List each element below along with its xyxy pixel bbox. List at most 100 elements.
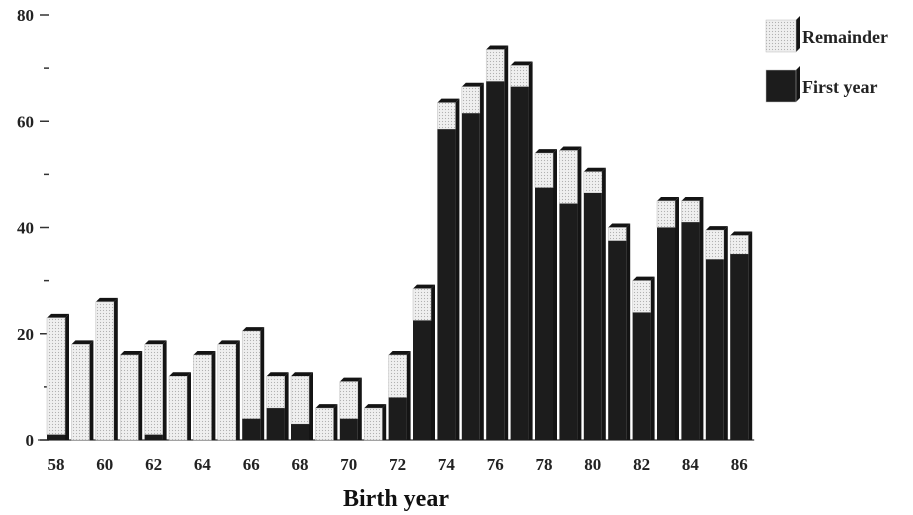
- bar-top-72: [388, 351, 411, 355]
- bar-top-79: [559, 146, 582, 151]
- bar-top-83: [657, 196, 679, 201]
- bar-top-76: [486, 45, 509, 50]
- bar-first-year-81: [608, 240, 627, 440]
- bar-top-65: [217, 340, 240, 345]
- bar-top-68: [291, 372, 313, 377]
- bar-remainder-71: [363, 407, 383, 441]
- bar-remainder-77: [510, 65, 529, 87]
- bar-remainder-85: [705, 229, 725, 260]
- bar-top-85: [705, 226, 728, 231]
- bar-70: [339, 377, 362, 440]
- bar-remainder-75: [461, 86, 481, 114]
- bar-74: [437, 98, 460, 440]
- bar-67: [266, 372, 289, 440]
- bar-63: [168, 372, 191, 441]
- bar-remainder-60: [95, 301, 115, 441]
- bar-side-79: [577, 146, 582, 440]
- bar-remainder-64: [193, 354, 212, 441]
- x-tick-label-64: 64: [194, 455, 212, 474]
- bar-top-60: [95, 297, 118, 302]
- bar-top-59: [71, 340, 94, 345]
- bar-side-68: [309, 372, 313, 440]
- bar-remainder-68: [290, 376, 310, 425]
- bar-first-year-77: [510, 86, 529, 440]
- x-tick-label-62: 62: [145, 455, 162, 474]
- x-tick-label-78: 78: [536, 455, 553, 474]
- bar-61: [119, 351, 143, 441]
- bar-remainder-76: [485, 49, 505, 82]
- x-tick-label-58: 58: [48, 455, 65, 474]
- bar-first-year-85: [705, 259, 724, 440]
- bar-remainder-58: [46, 317, 66, 435]
- bar-side-74: [455, 98, 460, 440]
- x-tick-label-86: 86: [731, 455, 748, 474]
- y-tick-label-60: 60: [17, 112, 34, 131]
- bar-62: [144, 340, 167, 440]
- bar-top-80: [583, 167, 606, 172]
- bar-86: [729, 231, 753, 440]
- bar-remainder-62: [144, 344, 163, 435]
- legend-swatch-side-remainder: [796, 16, 800, 52]
- bar-first-year-62: [144, 434, 163, 440]
- bar-first-year-70: [339, 418, 358, 440]
- bar-first-year-67: [266, 408, 285, 440]
- legend-swatch-side-first-year: [796, 66, 800, 102]
- legend-swatch-first-year: [765, 69, 797, 103]
- bar-first-year-66: [242, 418, 261, 440]
- bar-remainder-59: [71, 344, 90, 441]
- bar-first-year-72: [388, 397, 407, 440]
- bar-73: [412, 284, 435, 440]
- x-tick-label-74: 74: [438, 455, 456, 474]
- bar-60: [95, 297, 118, 441]
- bar-top-75: [461, 82, 484, 87]
- bar-81: [607, 223, 631, 440]
- bar-side-63: [187, 372, 191, 440]
- bar-top-81: [608, 223, 631, 228]
- bar-side-64: [211, 351, 216, 440]
- bar-remainder-84: [681, 200, 700, 223]
- bar-remainder-73: [412, 288, 432, 321]
- bar-remainder-79: [559, 150, 578, 204]
- bar-side-62: [162, 340, 167, 440]
- bar-first-year-74: [437, 129, 456, 440]
- bar-remainder-83: [656, 200, 676, 228]
- bar-side-76: [504, 45, 509, 440]
- bar-side-78: [553, 149, 557, 440]
- bar-first-year-78: [535, 187, 553, 440]
- bar-remainder-63: [168, 376, 188, 441]
- bar-side-85: [723, 226, 728, 440]
- bar-remainder-78: [534, 152, 554, 188]
- x-tick-label-84: 84: [682, 455, 700, 474]
- bar-remainder-82: [632, 280, 651, 313]
- y-tick-label-0: 0: [26, 431, 35, 450]
- bar-side-60: [113, 297, 118, 440]
- bar-top-70: [339, 377, 362, 382]
- x-tick-label-68: 68: [292, 455, 309, 474]
- bar-remainder-80: [583, 171, 603, 194]
- x-tick-label-76: 76: [487, 455, 504, 474]
- bar-68: [290, 372, 313, 440]
- bar-80: [583, 167, 606, 440]
- legend-item-remainder: Remainder: [765, 16, 888, 53]
- bar-side-73: [431, 284, 435, 440]
- bar-top-63: [169, 372, 191, 377]
- bar-side-81: [626, 223, 631, 440]
- bar-side-84: [699, 196, 704, 440]
- bar-side-71: [382, 404, 387, 440]
- bar-top-73: [413, 284, 435, 289]
- bar-59: [71, 340, 94, 441]
- bar-remainder-69: [315, 407, 334, 441]
- bar-58: [46, 313, 69, 440]
- x-tick-label-82: 82: [633, 455, 650, 474]
- y-tick-label-20: 20: [17, 325, 34, 344]
- bar-side-82: [650, 276, 655, 440]
- bar-remainder-70: [339, 381, 359, 419]
- bar-top-78: [535, 149, 557, 154]
- bar-remainder-86: [729, 235, 749, 255]
- bar-75: [461, 82, 484, 440]
- bar-side-58: [65, 313, 69, 440]
- bar-top-67: [266, 372, 289, 377]
- legend-swatch-remainder: [765, 19, 797, 53]
- bar-side-72: [406, 351, 411, 440]
